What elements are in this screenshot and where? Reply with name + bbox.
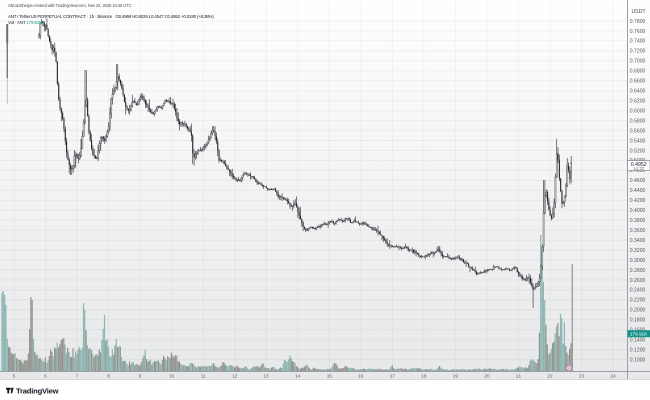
svg-text:5: 5: [13, 373, 16, 378]
svg-text:0.3400: 0.3400: [630, 238, 646, 244]
svg-text:AltcoinSherpa created with Tra: AltcoinSherpa created with TradingView.c…: [8, 3, 132, 8]
svg-text:24: 24: [610, 373, 616, 378]
svg-text:0.3600: 0.3600: [630, 228, 646, 234]
svg-text:0.1000: 0.1000: [630, 357, 646, 363]
svg-text:0.2200: 0.2200: [630, 298, 646, 304]
svg-text:8: 8: [107, 373, 110, 378]
svg-text:0.6000: 0.6000: [630, 108, 646, 114]
svg-text:ANT / TetherUS PERPETUAL CONTR: ANT / TetherUS PERPETUAL CONTRACT · 1h ·…: [8, 14, 214, 19]
svg-text:Vol · ANT 179.91K: Vol · ANT 179.91K: [8, 20, 42, 25]
svg-text:0.4200: 0.4200: [630, 198, 646, 204]
svg-text:0.1200: 0.1200: [630, 348, 646, 354]
svg-text:0.4952: 0.4952: [631, 162, 647, 168]
svg-text:13: 13: [264, 373, 270, 378]
svg-text:0.5800: 0.5800: [630, 118, 646, 124]
svg-text:0.5600: 0.5600: [630, 128, 646, 134]
svg-text:TradingView: TradingView: [16, 387, 59, 396]
svg-text:0.7400: 0.7400: [630, 39, 646, 45]
svg-text:17: 17: [390, 373, 396, 378]
svg-text:12: 12: [232, 373, 238, 378]
svg-text:0.6400: 0.6400: [630, 89, 646, 95]
svg-text:179.91K: 179.91K: [630, 332, 648, 337]
svg-text:6: 6: [44, 373, 47, 378]
svg-text:0.3000: 0.3000: [630, 258, 646, 264]
svg-text:0.6600: 0.6600: [630, 79, 646, 85]
svg-text:10: 10: [169, 373, 175, 378]
svg-text:15: 15: [327, 373, 333, 378]
svg-text:21: 21: [516, 373, 522, 378]
svg-text:0.4600: 0.4600: [630, 178, 646, 184]
svg-text:23: 23: [579, 373, 585, 378]
svg-text:0.2000: 0.2000: [630, 308, 646, 314]
svg-text:0.4000: 0.4000: [630, 208, 646, 214]
svg-text:0.5400: 0.5400: [630, 138, 646, 144]
svg-text:22: 22: [547, 373, 553, 378]
svg-text:0.7000: 0.7000: [630, 59, 646, 65]
svg-text:0.5200: 0.5200: [630, 148, 646, 154]
svg-text:11: 11: [201, 373, 206, 378]
svg-text:14:32: 14:32: [633, 166, 645, 171]
svg-text:0.2400: 0.2400: [630, 288, 646, 294]
svg-text:16: 16: [358, 373, 364, 378]
svg-text:0.6800: 0.6800: [630, 69, 646, 75]
svg-text:0.3200: 0.3200: [630, 248, 646, 254]
svg-text:0.4400: 0.4400: [630, 188, 646, 194]
svg-text:9: 9: [139, 373, 142, 378]
svg-text:0.7600: 0.7600: [630, 29, 646, 35]
svg-text:0.7800: 0.7800: [630, 19, 646, 25]
svg-text:0.2800: 0.2800: [630, 268, 646, 274]
svg-text:7: 7: [76, 373, 79, 378]
svg-text:0.7200: 0.7200: [630, 49, 646, 55]
svg-text:0.4800: 0.4800: [630, 168, 646, 174]
svg-text:USDT: USDT: [631, 9, 646, 15]
svg-text:19: 19: [453, 373, 459, 378]
svg-text:20: 20: [484, 373, 490, 378]
svg-text:0.3800: 0.3800: [630, 218, 646, 224]
svg-text:14: 14: [295, 373, 301, 378]
svg-text:18: 18: [421, 373, 427, 378]
svg-text:0.1800: 0.1800: [630, 318, 646, 324]
svg-text:0.6200: 0.6200: [630, 99, 646, 105]
svg-text:0.1400: 0.1400: [630, 338, 646, 344]
svg-text:0.2600: 0.2600: [630, 278, 646, 284]
